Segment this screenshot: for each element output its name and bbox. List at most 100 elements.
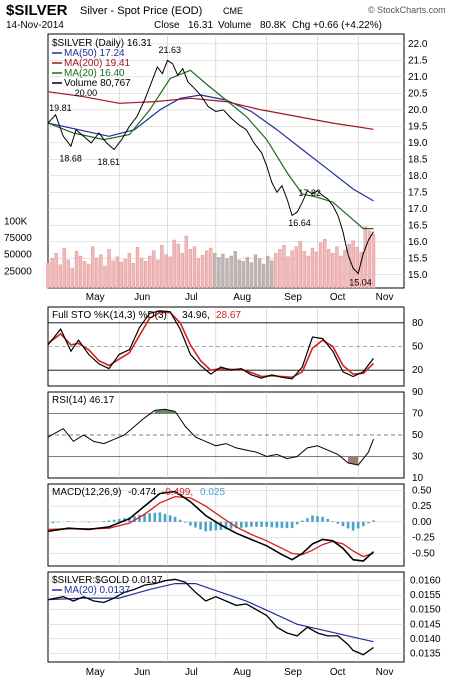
macd-histogram-bar — [179, 520, 182, 522]
volume-bar — [140, 258, 143, 288]
volume-bar — [209, 248, 212, 288]
volume-bar — [307, 256, 310, 288]
volume-bar — [51, 259, 54, 288]
symbol-title: $SILVER — [6, 2, 68, 19]
volume-bar — [112, 261, 115, 288]
macd-histogram-bar — [52, 522, 55, 523]
volume-bar — [319, 243, 322, 288]
macd-legend-title: MACD(12,26,9) — [52, 487, 121, 498]
price-annotation: 19.81 — [49, 103, 72, 113]
volume-bar — [63, 248, 66, 288]
macd-signal-value: -0.499, — [162, 487, 193, 498]
ratio-ytick-label: 0.0145 — [410, 619, 441, 630]
copyright: © StockCharts.com — [368, 5, 446, 15]
macd-histogram-bar — [296, 522, 299, 525]
month-label: May — [86, 667, 105, 678]
price-ytick-label: 18.0 — [408, 171, 428, 182]
volume-bar — [299, 241, 302, 288]
macd-histogram-bar — [255, 522, 258, 527]
volume-bar — [287, 257, 290, 288]
volume-bar — [193, 247, 196, 288]
volume-bar — [95, 258, 98, 288]
price-ytick-label: 15.5 — [408, 253, 428, 264]
volume-bar — [205, 251, 208, 288]
header-date: 14-Nov-2014 — [6, 20, 64, 31]
price-ytick-label: 17.0 — [408, 204, 428, 215]
macd-histogram-bar — [372, 520, 375, 522]
stoch-ytick-label: 50 — [412, 342, 424, 353]
macd-histogram-bar — [286, 522, 289, 528]
macd-histogram-bar — [209, 522, 212, 531]
volume-label: Volume — [218, 20, 252, 31]
volume-ytick-label: 25000 — [4, 266, 32, 277]
volume-bar — [156, 260, 159, 288]
macd-histogram-bar — [352, 522, 355, 531]
volume-bar — [213, 253, 216, 288]
month-label: Nov — [376, 292, 394, 303]
price-annotation: 15.04 — [349, 277, 372, 287]
ratio-ytick-label: 0.0160 — [410, 576, 441, 587]
macd-hist-value: 0.025 — [200, 487, 225, 498]
price-ytick-label: 20.5 — [408, 88, 428, 99]
volume-bar — [339, 256, 342, 288]
macd-histogram-bar — [67, 521, 70, 522]
volume-bar — [230, 256, 233, 288]
macd-histogram-bar — [357, 522, 360, 529]
macd-ytick-label: 0.50 — [412, 485, 432, 496]
macd-histogram-bar — [316, 516, 319, 522]
volume-bar — [278, 249, 281, 288]
volume-ytick-label: 75000 — [4, 233, 32, 244]
volume-bar — [234, 251, 237, 288]
stoch-k-value: 34.96, — [182, 310, 210, 321]
volume-bar — [91, 247, 94, 288]
volume-bar — [226, 259, 229, 288]
price-ytick-label: 20.0 — [408, 105, 428, 116]
macd-histogram-bar — [291, 522, 294, 528]
price-annotation: 20.00 — [75, 88, 98, 98]
month-label: Oct — [330, 667, 346, 678]
macd-value: -0.474, — [128, 487, 159, 498]
stoch-d-value: 28.67 — [216, 310, 241, 321]
volume-bar — [197, 259, 200, 288]
macd-histogram-bar — [250, 522, 253, 527]
stoch-ytick-label: 80 — [412, 318, 424, 329]
macd-histogram-bar — [240, 522, 243, 528]
price-ytick-label: 18.5 — [408, 154, 428, 165]
rsi-ytick-label: 90 — [412, 387, 424, 398]
volume-bar — [79, 256, 82, 288]
symbol-description: Silver - Spot Price (EOD) — [80, 5, 202, 17]
month-label: Oct — [330, 292, 346, 303]
macd-histogram-bar — [103, 521, 106, 522]
volume-bar — [283, 245, 286, 288]
month-label: Aug — [233, 667, 251, 678]
volume-bar — [75, 251, 78, 288]
price-annotation: 16.64 — [288, 218, 311, 228]
macd-histogram-bar — [159, 512, 162, 522]
month-label: Aug — [233, 292, 251, 303]
macd-histogram-bar — [271, 522, 274, 528]
volume-bar — [152, 251, 155, 288]
volume-bar — [124, 259, 127, 288]
macd-ytick-label: 0.00 — [412, 517, 432, 528]
macd-histogram-bar — [184, 522, 187, 523]
volume-bar — [221, 254, 224, 288]
volume-bar — [47, 263, 50, 288]
macd-histogram-bar — [337, 522, 340, 524]
volume-bar — [315, 252, 318, 288]
volume-bar — [173, 240, 176, 288]
macd-histogram-bar — [154, 513, 157, 522]
volume-value: 80.8K — [260, 20, 286, 31]
volume-bar — [83, 261, 86, 288]
volume-bar — [104, 266, 107, 288]
macd-histogram-bar — [245, 522, 248, 528]
macd-histogram-bar — [276, 522, 279, 528]
ratio-ytick-label: 0.0135 — [410, 648, 441, 659]
volume-bar — [67, 260, 70, 288]
macd-histogram-bar — [362, 522, 365, 526]
volume-bar — [250, 263, 253, 288]
volume-bar — [87, 264, 90, 288]
macd-histogram-bar — [174, 517, 177, 522]
volume-bar — [344, 250, 347, 288]
volume-bar — [270, 261, 273, 288]
